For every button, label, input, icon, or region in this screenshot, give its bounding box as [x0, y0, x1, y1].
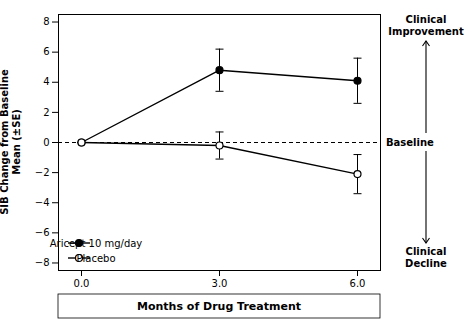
svg-text:6: 6: [43, 46, 49, 57]
svg-text:ClinicalImprovement: ClinicalImprovement: [388, 14, 464, 37]
svg-text:6.0: 6.0: [350, 278, 366, 289]
svg-text:−6: −6: [35, 227, 50, 238]
svg-text:0: 0: [43, 137, 49, 148]
svg-text:4: 4: [43, 76, 49, 87]
svg-text:SIB Change from BaselineMean (: SIB Change from BaselineMean (±SE): [0, 69, 22, 215]
svg-text:−8: −8: [35, 257, 50, 268]
svg-text:Baseline: Baseline: [386, 137, 434, 148]
svg-text:Aricept 10 mg/day: Aricept 10 mg/day: [50, 238, 143, 249]
svg-text:Placebo: Placebo: [76, 253, 115, 264]
svg-text:8: 8: [43, 16, 49, 27]
svg-text:Months of Drug Treatment: Months of Drug Treatment: [137, 300, 301, 313]
svg-text:0.0: 0.0: [74, 278, 90, 289]
svg-text:3.0: 3.0: [212, 278, 228, 289]
svg-text:ClinicalDecline: ClinicalDecline: [405, 246, 447, 269]
svg-text:2: 2: [43, 107, 49, 118]
svg-text:−4: −4: [35, 197, 50, 208]
svg-text:−2: −2: [35, 167, 50, 178]
